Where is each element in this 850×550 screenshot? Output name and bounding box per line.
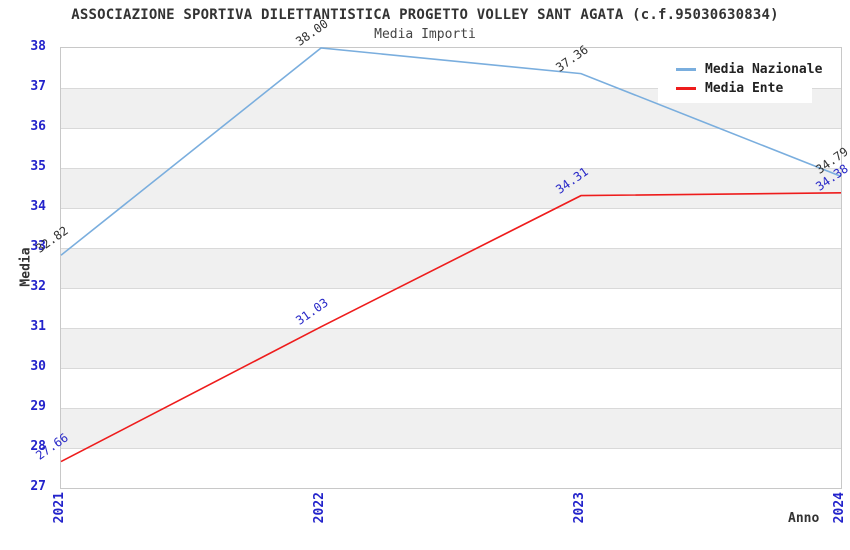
legend-line-swatch [676,87,696,90]
plot-band [61,128,841,168]
x-tick-label: 2024 [832,492,847,524]
gridline [61,368,841,369]
legend-line-swatch [676,68,696,71]
y-tick-label: 33 [30,239,46,254]
x-tick-label: 2022 [312,492,327,524]
x-tick-label: 2021 [52,492,67,524]
plot-area: 32.82 38.00 37.36 34.79 27.66 31.03 34.31 34.38 [33,17,850,489]
gridline [61,448,841,449]
gridline [61,288,841,289]
y-tick-label: 31 [30,319,46,334]
plot-band [61,368,841,408]
x-tick-label: 2023 [572,492,587,524]
gridline [61,408,841,409]
y-tick-label: 30 [30,359,46,374]
chart-title: ASSOCIAZIONE SPORTIVA DILETTANTISTICA PR… [71,7,779,23]
series-line [60,192,842,463]
gridline [61,328,841,329]
plot-band [61,448,841,488]
gridline [61,248,841,249]
chart-subtitle: Media Importi [374,27,476,42]
y-tick-label: 27 [30,479,46,494]
x-axis-title: Anno [788,511,820,526]
legend-label: Media Ente [705,81,784,96]
legend: Media Nazionale Media Ente [658,55,822,103]
series-line [60,47,842,256]
y-axis-ticks: 27 28 29 30 31 32 33 34 35 36 37 38 [0,39,52,494]
y-tick-label: 34 [30,199,46,214]
gridline [61,88,841,89]
series-lines [60,47,842,463]
gridline [61,168,841,169]
plot-band [61,408,841,448]
y-tick-label: 29 [30,399,46,414]
plot-band [61,248,841,288]
y-tick-label: 36 [30,119,46,134]
plot-band [61,168,841,208]
y-tick-label: 35 [30,159,46,174]
legend-label: Media Nazionale [705,62,823,77]
gridline [61,128,841,129]
gridline [61,208,841,209]
plot-band [61,288,841,328]
legend-item: Media Nazionale [658,60,822,79]
legend-item: Media Ente [658,79,812,98]
y-tick-label: 38 [30,39,46,54]
plot-band [61,328,841,368]
y-tick-label: 28 [30,439,46,454]
y-tick-label: 32 [30,279,46,294]
y-tick-label: 37 [30,79,46,94]
plot-band [61,208,841,248]
x-axis-ticks: 2021 2022 2023 2024 [52,492,847,538]
